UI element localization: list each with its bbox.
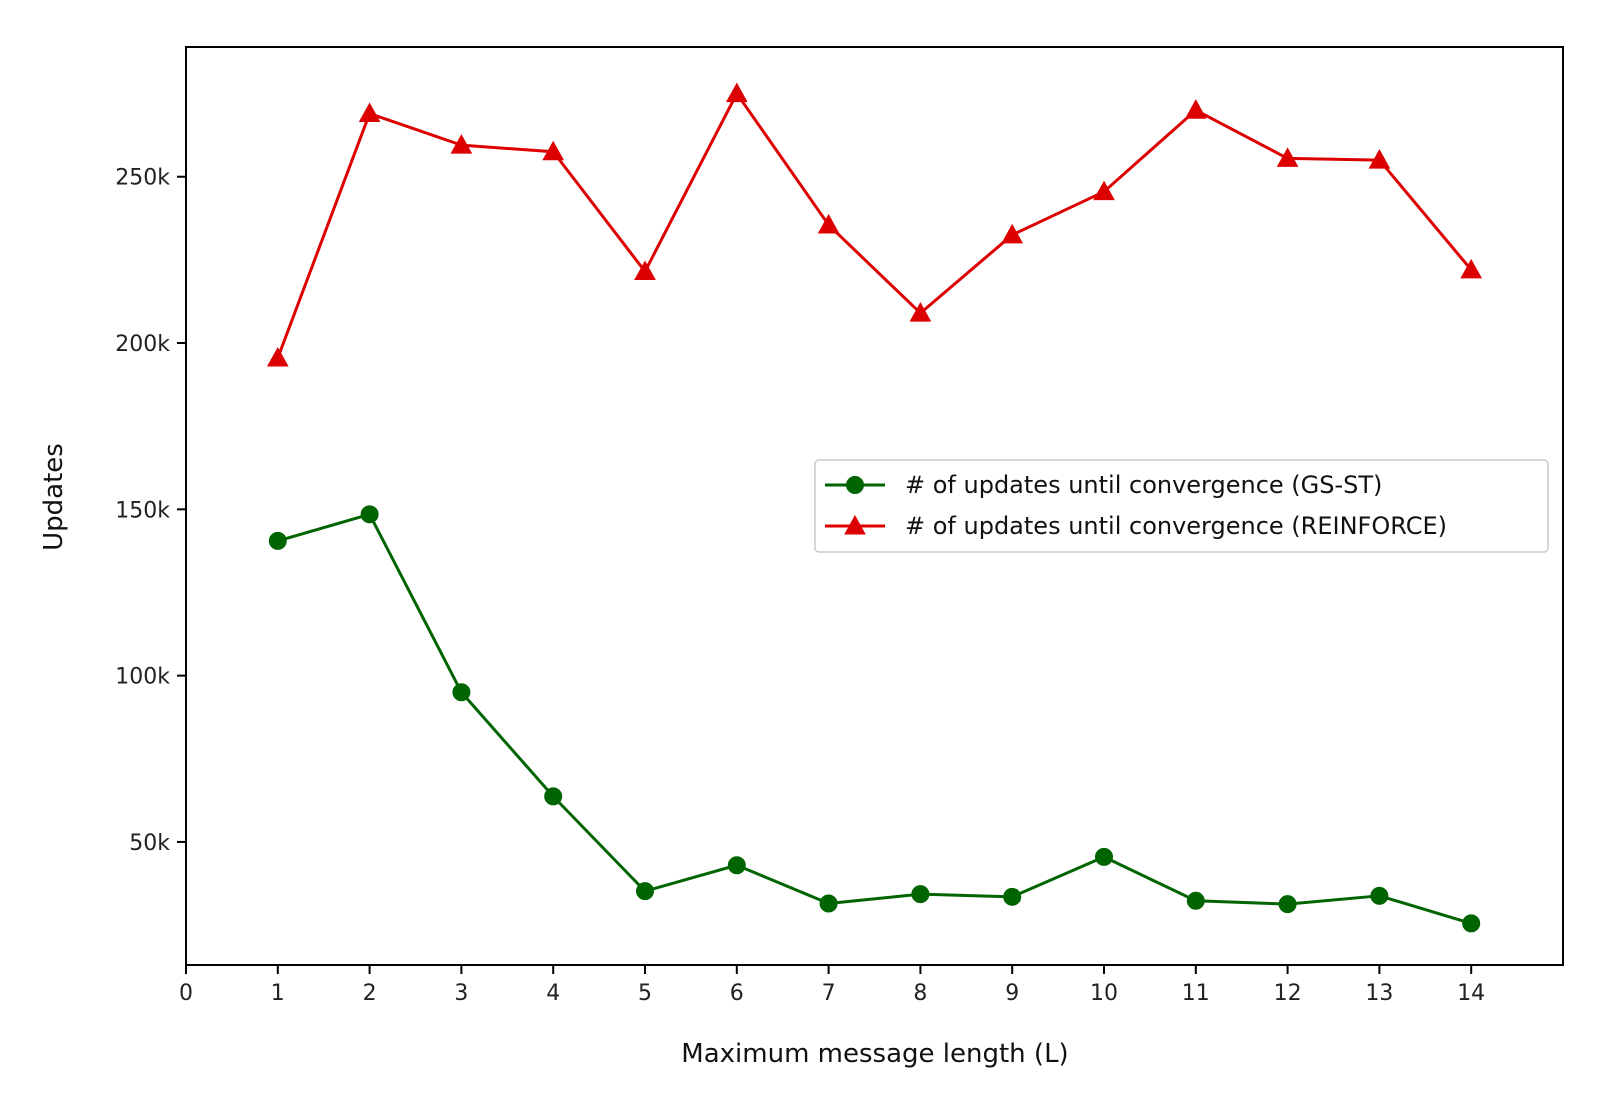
data-point [1370,886,1389,905]
x-tick-label: 9 [1005,981,1019,1006]
data-point [360,505,379,524]
x-tick-label: 11 [1182,981,1210,1006]
data-point [911,885,930,904]
x-tick-label: 10 [1090,981,1118,1006]
x-tick-label: 4 [546,981,560,1006]
x-tick-label: 7 [822,981,836,1006]
series-gs-st [268,505,1481,933]
x-tick-label: 1 [271,981,285,1006]
data-point [1003,887,1022,906]
data-point [1460,258,1483,279]
legend-label: # of updates until convergence (REINFORC… [905,512,1447,540]
y-axis-ticks: 50k 100k 150k 200k 250k [115,166,186,856]
x-tick-label: 3 [454,981,468,1006]
data-point [1184,99,1207,119]
y-tick-label: 100k [115,665,170,690]
data-point [1368,149,1391,169]
series-line [276,92,1473,359]
data-point [544,787,563,806]
data-point [636,882,654,901]
data-point [725,82,748,103]
y-tick-label: 250k [115,166,170,191]
y-axis-title: Updates [39,443,69,551]
x-tick-label: 12 [1274,981,1302,1006]
data-point [727,856,746,875]
data-point [266,346,289,367]
data-point [1001,223,1024,244]
x-axis-ticks: 0 1 2 3 4 5 6 7 8 9 10 11 12 13 14 [179,965,1485,1006]
x-tick-label: 8 [913,981,927,1006]
data-point [268,531,287,550]
x-tick-label: 13 [1365,981,1393,1006]
data-point [1276,147,1299,167]
legend-box [814,459,1549,553]
data-point [1462,914,1481,933]
data-point [1093,180,1115,201]
data-point [634,260,656,281]
legend: # of updates until convergence (GS-ST) # … [814,459,1549,553]
data-point [542,140,565,161]
y-tick-label: 200k [115,332,170,357]
data-point [909,302,932,322]
y-tick-label: 50k [129,831,170,856]
x-tick-label: 0 [179,981,193,1006]
y-tick-label: 150k [115,498,170,523]
data-point [817,213,840,234]
data-point [452,683,471,702]
data-point [1186,891,1205,910]
series-reinforce [266,82,1483,367]
x-tick-label: 2 [363,981,377,1006]
plot-frame [185,46,1564,966]
legend-marker [844,514,866,535]
plot-area [185,46,1564,966]
x-axis-title: Maximum message length (L) [681,1039,1068,1069]
x-tick-label: 5 [638,981,652,1006]
data-point [1278,895,1297,914]
legend-marker [846,476,864,494]
series-line [277,512,1472,925]
data-point [1095,847,1113,866]
data-point [358,102,381,123]
data-point [450,134,473,154]
series-layer [266,82,1483,933]
data-point [819,894,838,913]
legend-label: # of updates until convergence (GS-ST) [905,471,1382,499]
x-tick-label: 6 [730,981,744,1006]
x-tick-label: 14 [1457,981,1485,1006]
